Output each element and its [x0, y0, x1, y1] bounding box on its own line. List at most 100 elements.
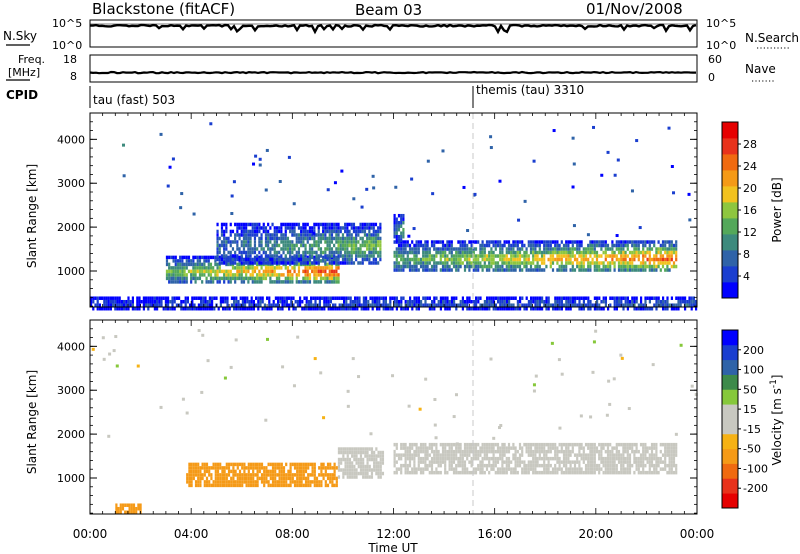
power-echo-cell [534, 264, 537, 269]
velocity-echo-cell [249, 476, 253, 481]
power-echo-cell [462, 185, 466, 189]
power-echo-cell [422, 303, 425, 307]
power-echo-cell [213, 296, 216, 300]
power-echo-cell [92, 296, 95, 300]
velocity-echo-cell [289, 473, 292, 477]
velocity-echo-cell [395, 460, 398, 464]
power-echo-cell [333, 222, 336, 227]
velocity-echo-cell [433, 453, 436, 457]
velocity-echo-cell [375, 454, 378, 458]
velocity-echo-cell [219, 473, 222, 477]
power-echo-cell [620, 261, 623, 265]
power-echo-cell [326, 262, 329, 267]
power-echo-cell [311, 233, 314, 237]
velocity-echo-cell [450, 467, 453, 471]
power-echo-cell [185, 280, 188, 284]
velocity-echo-cell [492, 460, 495, 464]
velocity-echo-cell [448, 456, 451, 461]
power-echo-cell [225, 229, 228, 234]
velocity-echo-cell [672, 453, 676, 457]
velocity-echo-cell [466, 470, 469, 475]
power-echo-cell [313, 273, 316, 277]
power-echo-cell [571, 264, 574, 269]
power-echo-cell [168, 255, 171, 260]
power-echo-cell [530, 296, 533, 300]
power-echo-cell [415, 243, 418, 248]
velocity-echo-cell [642, 467, 645, 471]
power-echo-cell [308, 229, 312, 234]
power-echo-cell [244, 306, 247, 311]
power-echo-cell [558, 268, 561, 272]
velocity-echo-cell [644, 449, 647, 454]
velocity-echo-cell [247, 483, 250, 488]
velocity-echo-cell [554, 470, 557, 475]
power-echo-cell [260, 276, 263, 281]
power-echo-cell [424, 254, 427, 258]
velocity-echo-cell [357, 464, 360, 469]
power-echo-cell [346, 233, 349, 237]
power-echo-cell [185, 276, 188, 281]
power-echo-cell [567, 303, 570, 307]
velocity-echo-cell [521, 449, 524, 454]
power-echo-cell [633, 264, 636, 269]
power-echo-cell [344, 254, 347, 258]
power-echo-cell [666, 296, 669, 300]
power-echo-cell [218, 261, 221, 265]
power-echo-cell [523, 243, 526, 248]
power-echo-cell [670, 254, 673, 258]
power-echo-cell [294, 299, 297, 304]
velocity-echo-cell [119, 506, 122, 511]
power-echo-cell [567, 261, 570, 265]
power-echo-cell [289, 222, 292, 227]
power-echo-cell [317, 226, 320, 230]
velocity-echo-cell [540, 446, 544, 450]
power-echo-cell [492, 303, 495, 307]
power-echo-cell [361, 226, 364, 230]
power-echo-cell [363, 243, 367, 248]
power-echo-cell [319, 259, 323, 263]
velocity-echo-cell [130, 503, 133, 507]
power-echo-cell [346, 261, 349, 265]
velocity-echo-cell [642, 453, 645, 457]
power-echo-cell [178, 296, 181, 300]
power-echo-cell [260, 243, 263, 248]
power-echo-cell [257, 306, 260, 311]
velocity-echo-cell [446, 456, 449, 461]
power-echo-cell [666, 240, 669, 244]
power-echo-cell [400, 243, 403, 248]
power-echo-cell [360, 303, 363, 307]
velocity-echo-cell [366, 457, 369, 462]
power-echo-cell [209, 266, 213, 270]
power-echo-cell [348, 250, 351, 255]
velocity-echo-cell [422, 449, 425, 454]
power-echo-cell [648, 264, 651, 269]
velocity-echo-cell [668, 449, 671, 454]
power-echo-cell [236, 262, 239, 267]
power-echo-cell [622, 257, 625, 262]
power-echo-cell [293, 233, 296, 237]
velocity-echo-cell [190, 462, 193, 467]
power-echo-cell [532, 254, 535, 258]
power-echo-cell [400, 306, 403, 311]
power-echo-cell [402, 213, 405, 218]
power-echo-cell [395, 296, 398, 300]
power-echo-cell [247, 229, 250, 234]
velocity-echo-cell [562, 456, 566, 461]
power-echo-cell [279, 296, 282, 300]
power-echo-cell [600, 299, 603, 304]
power-echo-cell [492, 240, 495, 244]
power-echo-cell [371, 303, 374, 307]
velocity-echo-cell [547, 460, 550, 464]
velocity-echo-cell [232, 483, 235, 488]
power-echo-cell [240, 276, 243, 281]
power-echo-cell [395, 257, 398, 262]
power-echo-cell [494, 303, 497, 307]
velocity-echo-cell [492, 442, 495, 447]
power-echo-cell [153, 299, 156, 304]
power-echo-cell [265, 148, 269, 152]
power-echo-cell [219, 296, 222, 300]
power-echo-cell [538, 303, 541, 307]
velocity-echo-cell [598, 453, 601, 457]
power-echo-cell [305, 303, 308, 307]
power-echo-cell [374, 243, 378, 248]
